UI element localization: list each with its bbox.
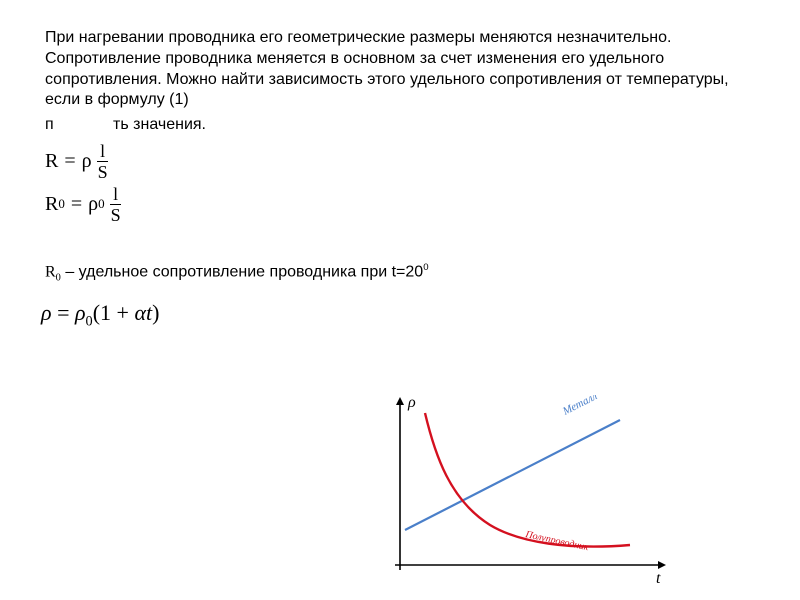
f3-alpha: α	[134, 300, 146, 325]
f3-sub0: 0	[86, 313, 93, 329]
svg-text:Металл: Металл	[560, 395, 599, 418]
f1-den: S	[95, 162, 111, 181]
f1-eq: =	[64, 150, 75, 173]
formula-2: R0 = ρ0 l S	[45, 185, 755, 224]
f1-rho: ρ	[82, 150, 92, 173]
f3-open: (1 +	[93, 300, 135, 325]
resistivity-chart: ρ t Металл Полупроводник	[370, 395, 670, 595]
f2-num: l	[110, 185, 121, 205]
svg-text:ρ: ρ	[407, 395, 416, 411]
f1-frac: l S	[95, 142, 111, 181]
definition-line: R 0 – удельное сопротивление проводника п…	[45, 262, 755, 284]
f2-frac: l S	[108, 185, 124, 224]
f1-lhs: R	[45, 150, 58, 173]
formula-block: R = ρ l S R0 = ρ0 l S	[45, 142, 755, 224]
def-prefix: R	[45, 263, 56, 280]
f3-close: )	[152, 300, 159, 325]
tail-prefix: п	[45, 116, 54, 133]
f3-eq: =	[52, 300, 75, 325]
tail-suffix: ть значения.	[113, 116, 206, 133]
chart-svg: ρ t Металл Полупроводник	[370, 395, 670, 595]
main-paragraph: При нагревании проводника его геометриче…	[45, 28, 755, 111]
f2-lhs-sub: 0	[58, 196, 65, 212]
f3-rho: ρ	[41, 300, 52, 325]
def-sup: 0	[423, 262, 428, 273]
f1-num: l	[97, 142, 108, 162]
svg-text:Полупроводник: Полупроводник	[523, 529, 590, 553]
def-text: – удельное сопротивление проводника при …	[61, 263, 423, 280]
paragraph-tail: подставить значения.	[45, 115, 755, 136]
f2-rho: ρ	[88, 193, 98, 216]
f2-rho-sub: 0	[98, 196, 105, 212]
f2-eq: =	[71, 193, 82, 216]
svg-text:t: t	[656, 570, 661, 587]
formula-3: ρ = ρ0(1 + αt)	[41, 300, 755, 330]
f2-lhs-base: R	[45, 193, 58, 216]
spacer	[45, 234, 755, 262]
f2-den: S	[108, 205, 124, 224]
formula-1: R = ρ l S	[45, 142, 755, 181]
f3-rho0: ρ	[75, 300, 86, 325]
